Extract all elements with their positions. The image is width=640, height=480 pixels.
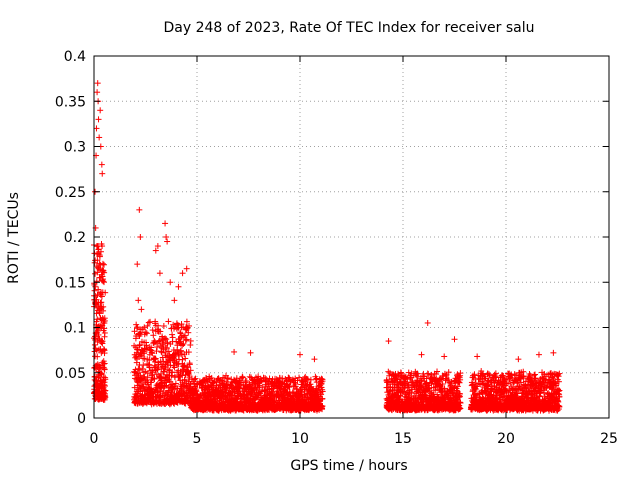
data-point	[99, 260, 106, 267]
data-point	[155, 322, 162, 329]
data-point	[144, 370, 151, 377]
y-tick-label: 0.15	[55, 275, 86, 291]
data-point	[147, 318, 154, 325]
data-point	[137, 384, 144, 391]
y-tick-label: 0.25	[55, 185, 86, 201]
grid-lines	[94, 56, 609, 418]
y-tick-label: 0.05	[55, 366, 86, 382]
data-point	[102, 289, 109, 296]
x-tick-label: 10	[291, 431, 309, 447]
data-point	[101, 279, 108, 286]
data-point	[135, 346, 142, 353]
data-point	[93, 278, 100, 285]
x-axis-label: GPS time / hours	[290, 458, 407, 474]
data-point	[91, 287, 98, 294]
data-point	[140, 362, 147, 369]
data-point	[150, 332, 157, 339]
y-tick-label: 0.3	[64, 140, 86, 156]
data-point	[95, 265, 102, 272]
data-point	[93, 251, 100, 258]
y-tick-label: 0	[77, 411, 86, 427]
data-point	[151, 358, 158, 365]
data-point	[145, 319, 152, 326]
data-point	[98, 293, 105, 300]
data-point	[95, 346, 102, 353]
data-point	[92, 283, 99, 290]
data-point	[149, 350, 156, 357]
x-tick-label: 5	[193, 431, 202, 447]
data-point	[101, 366, 108, 373]
data-point	[101, 317, 108, 324]
data-point	[152, 355, 159, 362]
y-tick-label: 0.35	[55, 94, 86, 110]
y-tick-label: 0.2	[64, 230, 86, 246]
data-point	[139, 365, 146, 372]
x-tick-label: 20	[497, 431, 515, 447]
data-point	[96, 310, 103, 317]
y-tick-label: 0.1	[64, 321, 86, 337]
data-point	[101, 379, 108, 386]
data-point	[101, 350, 108, 357]
data-point	[100, 278, 107, 285]
data-point	[94, 257, 101, 264]
data-point	[97, 248, 104, 255]
data-point	[101, 325, 108, 332]
data-point	[152, 318, 159, 325]
data-point	[146, 364, 153, 371]
y-axis-label: ROTI / TECUs	[6, 192, 22, 284]
data-point	[136, 382, 143, 389]
x-tick-label: 25	[600, 431, 618, 447]
data-point	[131, 328, 138, 335]
data-point	[101, 261, 108, 268]
y-tick-label: 0.4	[64, 49, 86, 65]
data-point	[101, 269, 108, 276]
data-point	[101, 329, 108, 336]
data-point	[149, 327, 156, 334]
data-point	[143, 330, 150, 337]
data-point	[134, 324, 141, 331]
data-point	[141, 324, 148, 331]
data-point	[94, 269, 101, 276]
data-point	[95, 286, 102, 293]
data-point	[100, 303, 107, 310]
data-point	[95, 331, 102, 338]
data-point	[144, 322, 151, 329]
data-point	[136, 341, 143, 348]
data-point	[99, 338, 106, 345]
data-point	[101, 360, 108, 367]
data-point	[99, 243, 106, 250]
x-tick-label: 0	[90, 431, 99, 447]
data-point	[98, 339, 105, 346]
data-point	[102, 376, 109, 383]
data-point	[94, 316, 101, 323]
x-tick-label: 15	[394, 431, 412, 447]
data-point	[94, 353, 101, 360]
data-point	[155, 338, 162, 345]
chart-title: Day 248 of 2023, Rate Of TEC Index for r…	[163, 20, 534, 36]
data-point	[151, 375, 158, 382]
data-point	[102, 387, 109, 394]
data-point	[142, 329, 149, 336]
data-point	[151, 337, 158, 344]
data-point	[102, 394, 109, 401]
data-point	[148, 349, 155, 356]
data-point	[98, 299, 105, 306]
